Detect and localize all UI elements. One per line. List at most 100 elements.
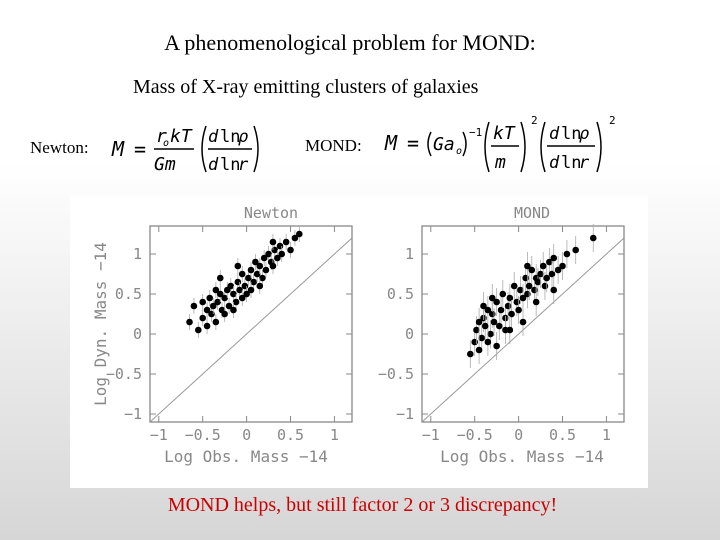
newton-ytick-label: 1 (133, 245, 142, 263)
newton-xtick-label: −0.5 (185, 426, 221, 444)
newton-data-point (238, 294, 246, 302)
mond-data-point (534, 278, 542, 286)
newton-data-point (206, 294, 214, 302)
newton-data-point (216, 274, 224, 282)
newton-ytick-label: 0.5 (115, 285, 142, 303)
mond-data-point (589, 234, 597, 242)
newton-data-point (287, 246, 294, 254)
mond-data-point (484, 306, 492, 314)
newton-data-point (247, 266, 255, 274)
mond-data-point (506, 326, 514, 334)
svg-text:ρ: ρ (579, 124, 589, 144)
mond-data-point (493, 298, 500, 306)
newton-ticks: −1 −1 −0.5 −0.5 0 0 0.5 0.5 1 1 (106, 226, 353, 444)
mond-data-point (508, 310, 515, 318)
newton-data-point (247, 286, 255, 294)
mond-xlabel: Log Obs. Mass −14 (440, 447, 604, 466)
mond-data-point (517, 286, 524, 294)
newton-xtick-label: −1 (150, 426, 168, 444)
mond-data-point (513, 298, 521, 306)
mond-data-point (471, 338, 478, 346)
mond-data-point (495, 322, 503, 330)
svg-text:kT: kT (170, 126, 193, 147)
newton-points (186, 226, 303, 338)
newton-plot-frame (149, 225, 353, 423)
mond-data-point (490, 318, 498, 326)
newton-data-point (256, 262, 264, 270)
newton-data-point (208, 310, 215, 318)
mond-data-point (531, 286, 538, 294)
mond-xtick-label: 0.5 (549, 426, 576, 444)
newton-data-point (221, 310, 228, 318)
newton-data-point (227, 282, 235, 290)
svg-text:r: r (156, 126, 167, 147)
newton-data-point (209, 302, 217, 310)
mond-ytick-label: 0.5 (387, 285, 414, 303)
mond-xtick-label: 1 (602, 426, 611, 444)
mond-ytick-label: 1 (405, 245, 414, 263)
newton-data-point (260, 254, 268, 262)
newton-data-point (256, 282, 264, 290)
mond-data-point (554, 266, 562, 274)
mond-data-point (548, 270, 556, 278)
svg-text:o: o (456, 146, 462, 157)
newton-ytick-label: −1 (124, 405, 142, 423)
svg-text:2: 2 (609, 114, 616, 127)
mond-data-point (550, 286, 558, 294)
mond-data-point (546, 258, 553, 266)
mond-data-point (525, 282, 533, 290)
svg-text:M: M (111, 137, 125, 161)
mond-data-point (519, 318, 527, 326)
mond-data-point (528, 266, 536, 274)
scatter-plots: Newton Log Dyn. Mass −14 Log Obs. Mass −… (91, 204, 625, 466)
mond-plot: MOND Log Obs. Mass −14 −1 −1 −0.5 −0.5 0 0 0.5… (378, 204, 625, 466)
svg-text:ln: ln (561, 153, 581, 173)
svg-text:d: d (549, 124, 560, 144)
mond-ticks: −1 −1 −0.5 −0.5 0 0 0.5 0.5 1 1 (378, 226, 625, 444)
newton-plot-title: Newton (244, 204, 298, 222)
svg-text:d: d (549, 153, 560, 173)
newton-data-point (195, 326, 202, 334)
svg-text:ln: ln (220, 155, 240, 175)
svg-text:m: m (494, 152, 506, 173)
mond-xtick-label: −0.5 (457, 426, 493, 444)
svg-text:ρ: ρ (238, 127, 248, 147)
mond-ytick-label: −1 (396, 405, 414, 423)
newton-data-point (276, 242, 284, 250)
mond-data-point (519, 294, 527, 302)
mond-data-point (480, 302, 487, 310)
newton-data-point (186, 318, 193, 326)
svg-text:2: 2 (531, 114, 538, 127)
mond-plot-frame (421, 225, 625, 423)
mond-data-point (493, 342, 500, 350)
newton-data-point (253, 270, 261, 278)
svg-text:d: d (208, 127, 219, 147)
newton-xtick-label: 0.5 (277, 426, 304, 444)
mond-data-point (506, 294, 514, 302)
newton-data-point (232, 298, 240, 306)
mond-data-point (487, 330, 494, 338)
svg-text:ln: ln (561, 124, 581, 144)
newton-data-point (199, 314, 206, 322)
mond-data-point (541, 282, 549, 290)
mond-data-point (473, 326, 480, 334)
newton-data-point (250, 278, 257, 286)
mond-equation: M = Ga o −1 kT m 2 d ln ρ d ln r 2 (384, 114, 616, 173)
svg-text:ln: ln (220, 127, 240, 147)
newton-reference-line (149, 237, 353, 423)
newton-data-point (274, 254, 281, 262)
svg-text:o: o (163, 138, 169, 149)
mond-data-point (539, 262, 547, 270)
mond-data-point (504, 302, 512, 310)
mond-data-point (467, 350, 474, 358)
newton-data-point (238, 270, 246, 278)
mond-data-point (475, 346, 483, 354)
mond-data-point (524, 290, 531, 298)
plot-panel: Newton Log Dyn. Mass −14 Log Obs. Mass −… (70, 196, 648, 488)
mond-ytick-label: 0 (405, 325, 414, 343)
mond-data-point (497, 306, 505, 314)
footer-note: MOND helps, but still factor 2 or 3 disc… (0, 494, 720, 517)
svg-text:r: r (579, 153, 590, 173)
mond-data-point (563, 250, 571, 258)
newton-data-point (230, 306, 237, 314)
